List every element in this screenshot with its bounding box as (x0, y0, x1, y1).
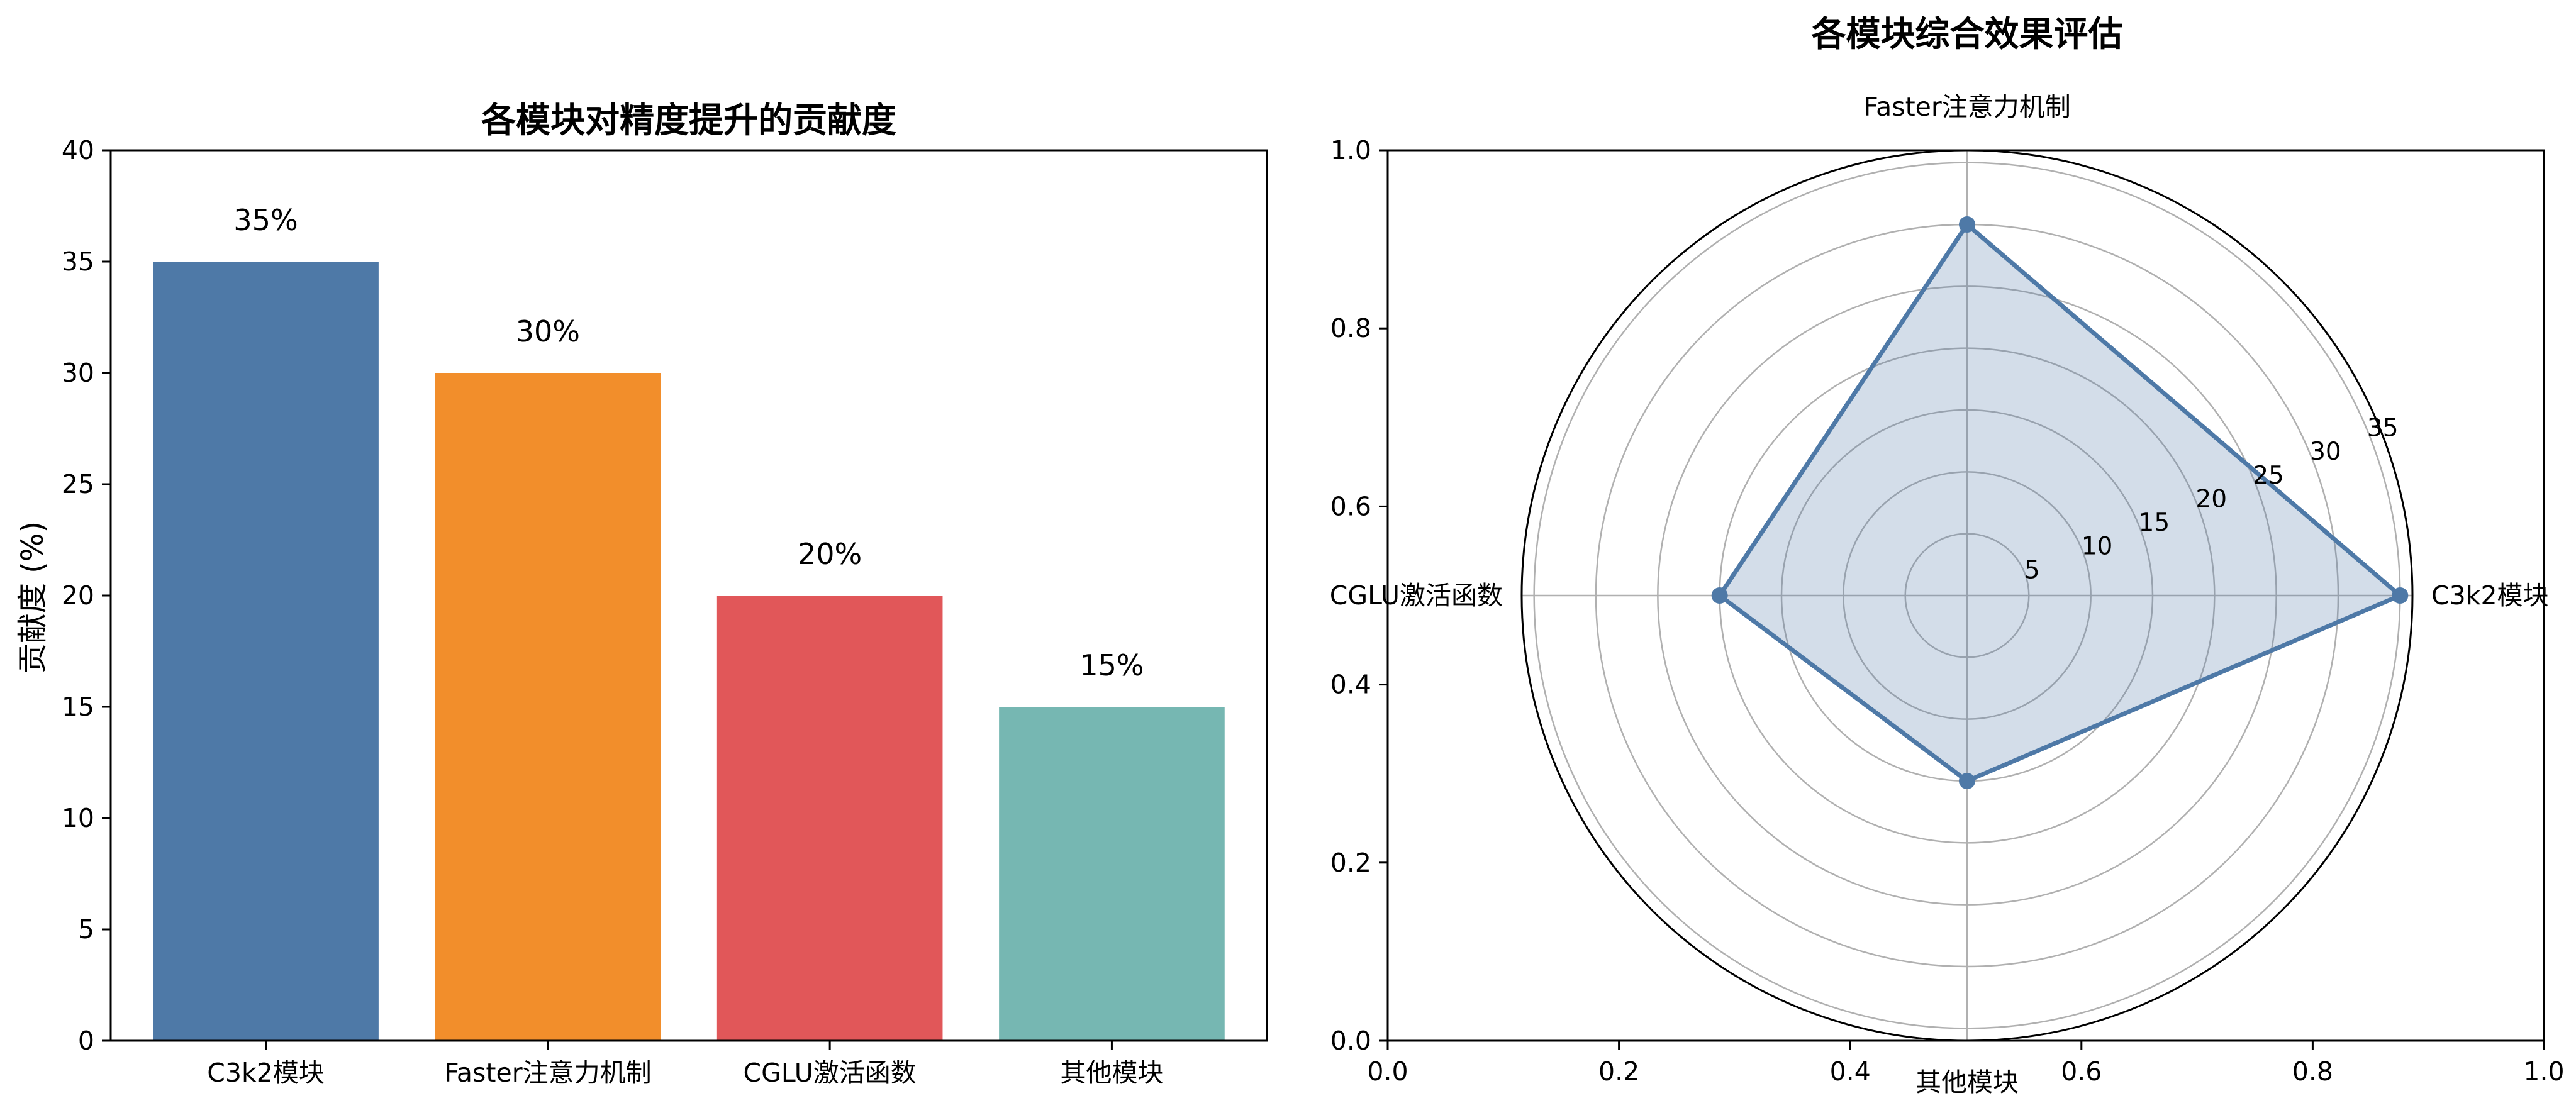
radar-r-tick-label: 10 (2082, 533, 2113, 561)
radar-point (2392, 587, 2409, 604)
bar-y-tick-label: 40 (62, 135, 94, 165)
bar (999, 707, 1225, 1041)
radar-point (1711, 587, 1728, 604)
bar-x-tick-label: CGLU激活函数 (744, 1058, 917, 1088)
radar-radial-tick-labels: 5 10 15 20 25 30 35 (2024, 414, 2399, 585)
radar-outer-x-tick-label: 0.8 (2292, 1056, 2333, 1087)
radar-outer-y-tick-label: 0.6 (1330, 491, 1371, 521)
radar-outer-x-tick-label: 1.0 (2523, 1056, 2564, 1087)
radar-outer-x-tick-label: 0.0 (1367, 1056, 1408, 1087)
radar-outer-x-tick-label: 0.4 (1830, 1056, 1871, 1087)
bar (153, 262, 379, 1041)
radar-r-tick-label: 5 (2024, 556, 2040, 584)
bar-y-tick-label: 35 (62, 247, 94, 277)
radar-chart: 各模块综合效果评估 0.0 0.2 0.4 0.6 0.8 1.0 0.0 0.2 0.4 0.6… (1330, 14, 2565, 1097)
bar-chart-title: 各模块对精度提升的贡献度 (481, 100, 896, 140)
bar-x-tick-label: Faster注意力机制 (444, 1058, 651, 1088)
radar-outer-y-tick-label: 0.2 (1330, 848, 1371, 878)
bar-y-tick-label: 15 (62, 692, 94, 722)
radar-point (1959, 216, 1975, 233)
bar-y-tick-label: 25 (62, 469, 94, 499)
bar-chart-frame (109, 149, 1268, 1042)
radar-outer-axes-ticks: 0.0 0.2 0.4 0.6 0.8 1.0 0.0 0.2 0.4 0.6 0.8 1.0 (1330, 135, 2565, 1087)
radar-area (1719, 224, 2400, 781)
radar-category-label: C3k2模块 (2431, 580, 2549, 611)
bar-data-label: 30% (516, 314, 580, 348)
radar-category-label: CGLU激活函数 (1330, 580, 1503, 611)
radar-category-label: 其他模块 (1915, 1067, 2019, 1097)
bar-y-tick-label: 20 (62, 580, 94, 611)
bar-y-tick-label: 5 (78, 914, 94, 945)
radar-point (1959, 773, 1975, 789)
radar-r-tick-label: 30 (2310, 438, 2341, 466)
radar-outer-y-tick-label: 0.8 (1330, 313, 1371, 343)
bar-data-label: 15% (1079, 648, 1144, 682)
radar-r-tick-label: 20 (2195, 485, 2227, 513)
bar-y-tick-label: 10 (62, 803, 94, 833)
bar-y-tick-label: 30 (62, 358, 94, 388)
radar-outer-y-tick-label: 1.0 (1330, 135, 1371, 165)
radar-outer-circle (1520, 149, 2414, 1042)
bar-chart-x-ticks: C3k2模块 Faster注意力机制 CGLU激活函数 其他模块 (207, 1041, 1163, 1088)
bar-y-tick-label: 0 (78, 1026, 94, 1056)
radar-chart-title: 各模块综合效果评估 (1811, 14, 2122, 54)
radar-outer-x-tick-label: 0.6 (2061, 1056, 2102, 1087)
bar-chart-data-labels: 35% 30% 20% 15% (233, 203, 1144, 682)
bar-chart: 各模块对精度提升的贡献度 贡献度 (%) 0 5 10 15 20 25 30 35 40 C3… (15, 100, 1268, 1088)
bar-chart-bars (153, 262, 1225, 1041)
bar-x-tick-label: 其他模块 (1060, 1058, 1163, 1088)
radar-r-tick-label: 35 (2367, 414, 2399, 443)
bar-data-label: 20% (798, 537, 862, 571)
radar-category-label: Faster注意力机制 (1863, 92, 2070, 122)
radar-r-tick-label: 15 (2139, 509, 2170, 537)
radar-series (1711, 216, 2409, 789)
bar (716, 596, 943, 1041)
bar-data-label: 35% (233, 203, 298, 237)
bar-chart-y-ticks: 0 5 10 15 20 25 30 35 40 (62, 135, 111, 1056)
bar-chart-y-axis-label: 贡献度 (%) (15, 521, 50, 673)
bar-x-tick-label: C3k2模块 (207, 1058, 325, 1088)
radar-outer-y-tick-label: 0.0 (1330, 1026, 1371, 1056)
radar-r-tick-label: 25 (2253, 462, 2284, 490)
radar-outer-x-tick-label: 0.2 (1598, 1056, 1639, 1087)
radar-outer-y-tick-label: 0.4 (1330, 670, 1371, 700)
bar (435, 373, 661, 1041)
